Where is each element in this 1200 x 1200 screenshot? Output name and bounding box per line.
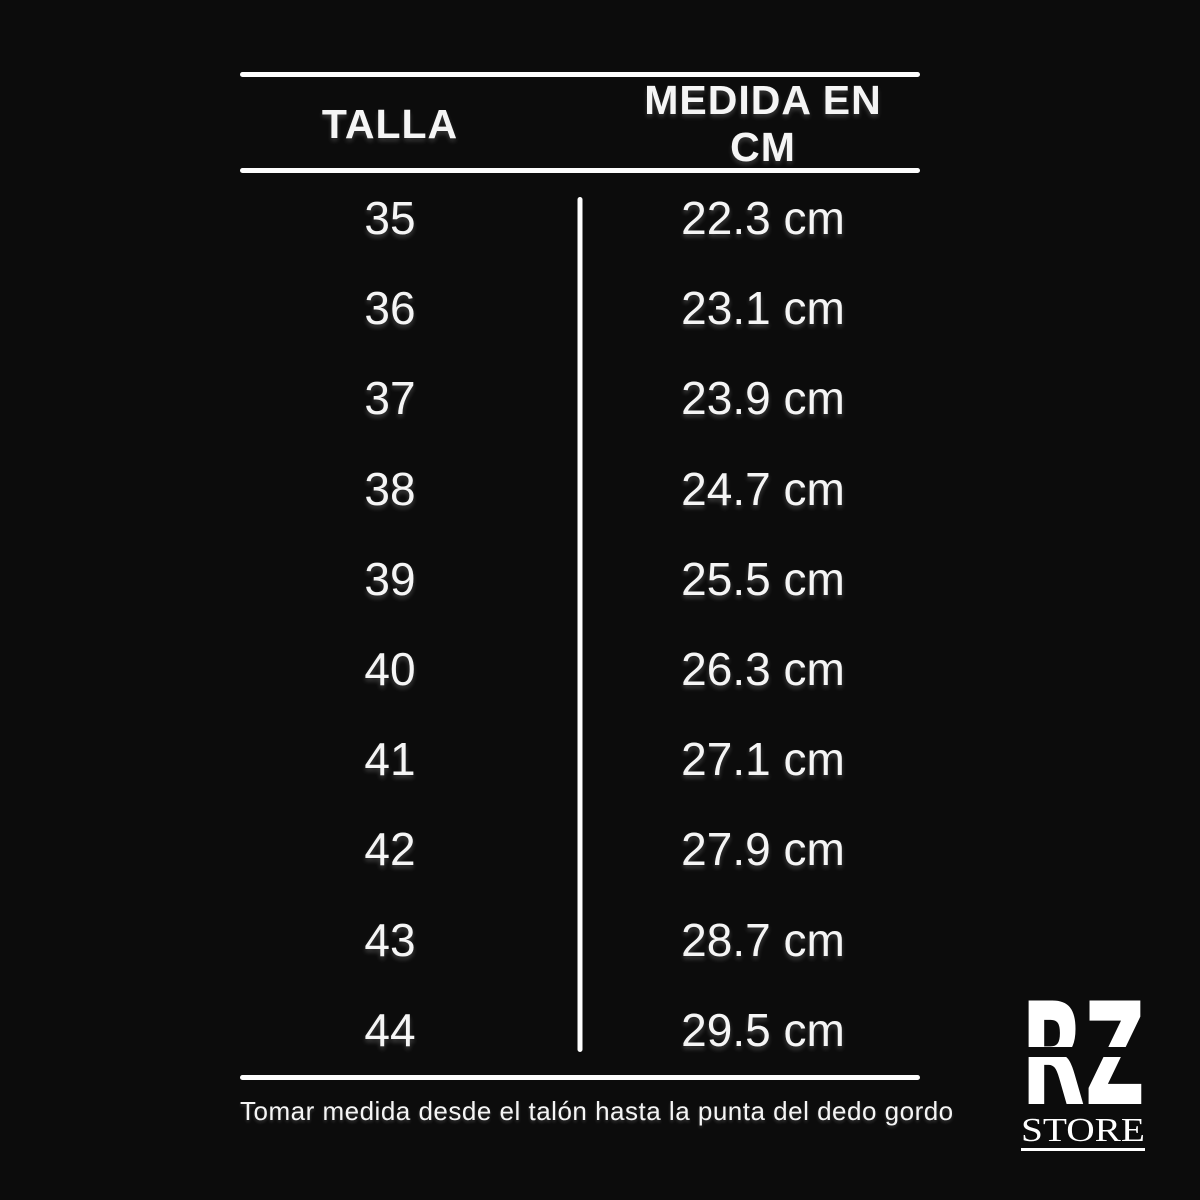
cell-talla: 43: [364, 913, 416, 966]
cell-talla: 36: [364, 282, 416, 335]
cell-talla: 44: [364, 1003, 416, 1056]
table-row: 39 25.5 cm: [240, 534, 920, 624]
bottom-rule: [240, 1075, 920, 1080]
cell-medida: 22.3 cm: [681, 192, 845, 245]
table-row: 44 29.5 cm: [240, 985, 920, 1075]
logo-initials-top-half: RZ: [1021, 1000, 1145, 1138]
brand-logo: RZ RZ STORE: [1021, 1000, 1149, 1158]
logo-store-label: STORE: [1021, 1112, 1145, 1149]
size-chart: TALLA MEDIDA EN CM 35 22.3 cm 36 23.1 cm…: [240, 72, 954, 1127]
table-row: 40 26.3 cm: [240, 624, 920, 714]
cell-medida: 23.9 cm: [681, 372, 845, 425]
cell-talla: 39: [364, 552, 416, 605]
cell-medida: 27.1 cm: [681, 733, 845, 786]
cell-medida: 24.7 cm: [681, 462, 845, 515]
logo-underline: [1021, 1148, 1145, 1151]
cell-talla: 41: [364, 733, 416, 786]
cell-medida: 25.5 cm: [681, 552, 845, 605]
table-row: 43 28.7 cm: [240, 895, 920, 985]
table-row: 35 22.3 cm: [240, 173, 920, 263]
table-body: 35 22.3 cm 36 23.1 cm 37 23.9 cm 38 24.7…: [240, 173, 920, 1075]
table-header-row: TALLA MEDIDA EN CM: [240, 77, 920, 170]
table-row: 37 23.9 cm: [240, 353, 920, 443]
cell-talla: 37: [364, 372, 416, 425]
column-divider: [577, 197, 583, 1052]
header-talla: TALLA: [321, 100, 459, 147]
cell-medida: 29.5 cm: [681, 1003, 845, 1056]
cell-medida: 26.3 cm: [681, 643, 845, 696]
logo-initials-bottom-half: RZ: [1021, 1000, 1145, 1138]
table-row: 36 23.1 cm: [240, 263, 920, 353]
table-row: 38 24.7 cm: [240, 444, 920, 534]
cell-talla: 38: [364, 462, 416, 515]
cell-talla: 40: [364, 643, 416, 696]
top-rule: [240, 72, 920, 77]
header-medida: MEDIDA EN CM: [644, 77, 882, 170]
cell-medida: 28.7 cm: [681, 913, 845, 966]
header-bottom-rule: [240, 168, 920, 173]
cell-talla: 42: [364, 823, 416, 876]
cell-talla: 35: [364, 192, 416, 245]
table-row: 42 27.9 cm: [240, 804, 920, 894]
cell-medida: 27.9 cm: [681, 823, 845, 876]
cell-medida: 23.1 cm: [681, 282, 845, 335]
table-row: 41 27.1 cm: [240, 714, 920, 804]
footer-note: Tomar medida desde el talón hasta la pun…: [240, 1096, 954, 1126]
